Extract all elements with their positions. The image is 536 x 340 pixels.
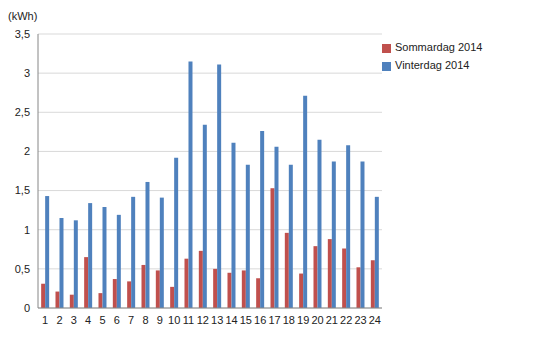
svg-text:3,5: 3,5 — [15, 28, 30, 40]
svg-text:15: 15 — [240, 314, 252, 326]
svg-text:1,5: 1,5 — [15, 184, 30, 196]
html-text:Sommardag 2014: Sommardag 2014 — [395, 41, 483, 53]
svg-text:2: 2 — [24, 145, 30, 157]
html-text:(kWh): (kWh) — [8, 10, 38, 22]
svg-text:17: 17 — [268, 314, 280, 326]
svg-text:24: 24 — [369, 314, 381, 326]
svg-text:2: 2 — [56, 314, 62, 326]
svg-text:8: 8 — [142, 314, 148, 326]
svg-text:20: 20 — [311, 314, 323, 326]
svg-text:7: 7 — [128, 314, 134, 326]
svg-text:14: 14 — [225, 314, 237, 326]
svg-text:13: 13 — [211, 314, 223, 326]
svg-text:4: 4 — [85, 314, 91, 326]
svg-text:0: 0 — [24, 302, 30, 314]
svg-text:22: 22 — [340, 314, 352, 326]
svg-text:1: 1 — [42, 314, 48, 326]
svg-text:6: 6 — [114, 314, 120, 326]
svg-text:1: 1 — [24, 224, 30, 236]
svg-text:2,5: 2,5 — [15, 106, 30, 118]
svg-text:18: 18 — [283, 314, 295, 326]
svg-text:12: 12 — [197, 314, 209, 326]
svg-text:9: 9 — [157, 314, 163, 326]
svg-text:19: 19 — [297, 314, 309, 326]
svg-text:3: 3 — [71, 314, 77, 326]
svg-text:21: 21 — [326, 314, 338, 326]
svg-text:5: 5 — [99, 314, 105, 326]
svg-text:3: 3 — [24, 67, 30, 79]
svg-text:10: 10 — [168, 314, 180, 326]
svg-text:23: 23 — [354, 314, 366, 326]
svg-text:0,5: 0,5 — [15, 263, 30, 275]
html-text:Vinterdag 2014: Vinterdag 2014 — [395, 59, 470, 71]
svg-text:16: 16 — [254, 314, 266, 326]
svg-text:11: 11 — [183, 314, 194, 326]
